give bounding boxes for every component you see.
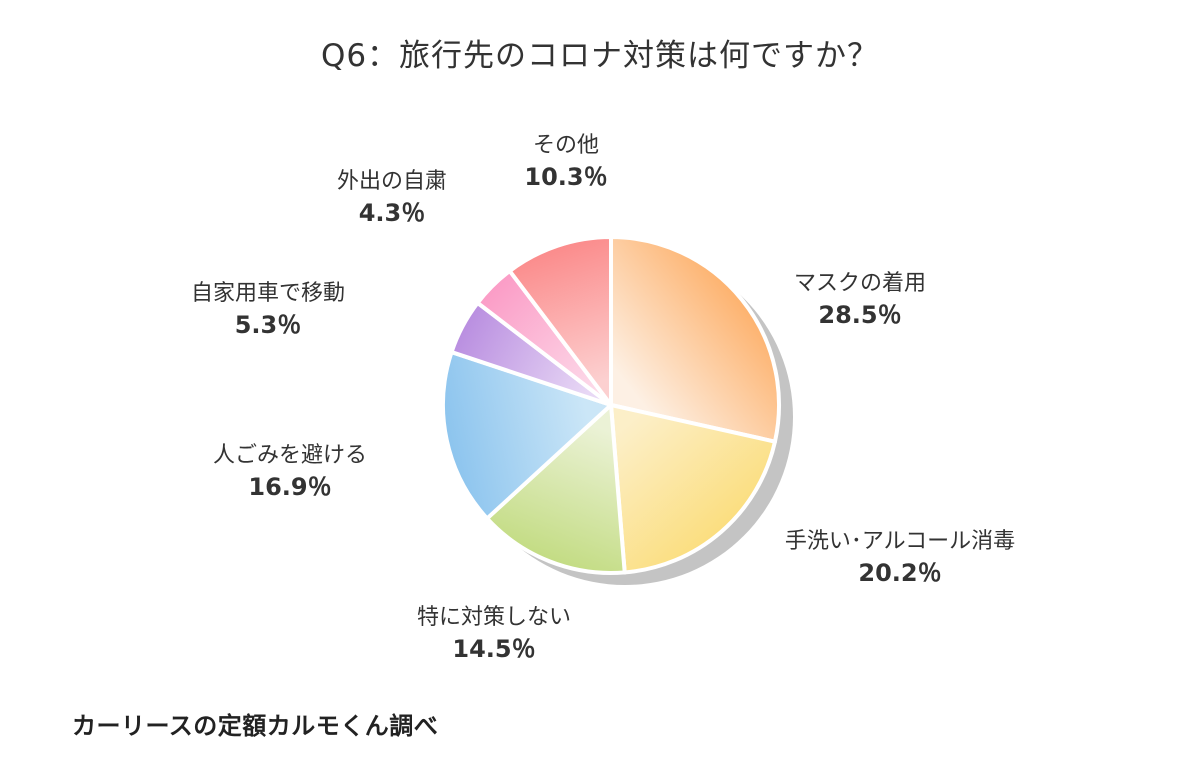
slice-value-label: 4.3％ xyxy=(359,199,426,227)
slice-label: 人ごみを避ける xyxy=(213,443,367,468)
source-note: カーリースの定額カルモくん調べ xyxy=(72,712,439,740)
chart-title: Q6：旅行先のコロナ対策は何ですか？ xyxy=(320,38,880,74)
slice-value-label: 14.5％ xyxy=(452,635,535,663)
slice-value-label: 20.2％ xyxy=(858,559,941,587)
pie-slice xyxy=(609,403,777,575)
slice-label: 特に対策しない xyxy=(417,605,571,630)
pie-slice xyxy=(485,403,627,575)
slice-label: 外出の自粛 xyxy=(337,169,447,194)
slice-value-label: 16.9％ xyxy=(248,473,331,501)
pie-slice xyxy=(507,235,613,407)
pie-labels: マスクの着用 28.5％ 手洗い･アルコール消毒 20.2％ 特に対策しない 14.5％ 人… xyxy=(191,133,1015,663)
slice-label: 自家用車で移動 xyxy=(191,281,345,306)
slice-value-label: 28.5％ xyxy=(818,301,901,329)
pie-slice xyxy=(609,235,781,444)
slice-value-label: 5.3％ xyxy=(235,311,302,339)
pie-slices xyxy=(441,235,781,575)
slice-value-label: 10.3％ xyxy=(524,163,607,191)
slice-label: その他 xyxy=(533,133,599,158)
slice-label: 手洗い･アルコール消毒 xyxy=(785,529,1015,554)
pie-slice xyxy=(441,350,613,521)
slice-label: マスクの着用 xyxy=(794,271,926,296)
pie-chart: マスクの着用 28.5％ 手洗い･アルコール消毒 20.2％ 特に対策しない 14.5％ 人… xyxy=(191,133,1015,663)
